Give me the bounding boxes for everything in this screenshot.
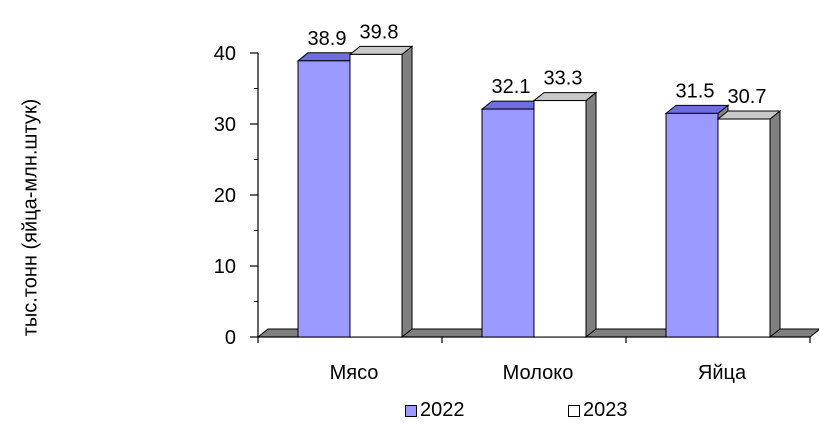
bar-2023-2-top (532, 92, 598, 102)
legend-item-2022: 2022 (405, 399, 465, 422)
x-tick-label: Яйца (698, 362, 747, 384)
bar-2022-2 (481, 108, 535, 338)
data-label-2023-1: 39.8 (360, 21, 399, 43)
data-label-2022-2: 32.1 (492, 76, 531, 98)
data-label-2022-3: 31.5 (676, 80, 715, 102)
y-tick-label: 10 (214, 256, 236, 278)
bar-2022-3 (665, 112, 719, 338)
bar-2022-1 (297, 60, 351, 338)
bar-2023-2 (533, 100, 587, 338)
legend-label-2022: 2022 (420, 399, 465, 421)
bar-2023-3-side (769, 109, 781, 339)
bar-2023-1-top (348, 45, 414, 55)
x-tick-label: Мясо (330, 362, 379, 384)
bar-2023-3-top (716, 110, 782, 120)
x-tick-label: Молоко (503, 362, 574, 384)
data-label-2023-2: 33.3 (544, 68, 583, 90)
y-tick-label: 0 (225, 327, 236, 349)
y-axis-title-container: тыс.тонн (яйца-млн.штук) (14, 0, 48, 435)
bar-2023-3 (717, 118, 771, 338)
legend: 2022 2023 (0, 399, 819, 429)
y-axis-title: тыс.тонн (яйца-млн.штук) (19, 98, 42, 337)
legend-label-2023: 2023 (583, 399, 628, 421)
y-tick-label: 20 (214, 185, 236, 207)
data-label-2023-3: 30.7 (728, 86, 767, 108)
legend-item-2023: 2023 (568, 399, 628, 422)
y-tick-label: 40 (214, 43, 236, 65)
legend-swatch-2023 (568, 404, 580, 417)
y-tick-label: 30 (214, 114, 236, 136)
data-label-2022-1: 38.9 (308, 28, 347, 50)
legend-swatch-2022 (405, 404, 417, 417)
bar-2022-3-top (664, 104, 730, 114)
bar-2023-1-side (401, 45, 413, 339)
bar-2023-1 (349, 53, 403, 338)
bar-2023-2-side (585, 91, 597, 339)
